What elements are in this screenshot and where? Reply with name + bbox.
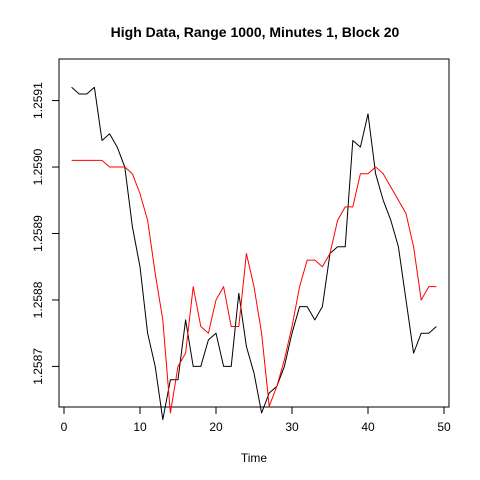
- x-tick-label: 40: [361, 420, 375, 434]
- x-tick-label: 50: [437, 420, 451, 434]
- plot-frame: [58, 58, 450, 408]
- x-axis-label: Time: [241, 451, 268, 465]
- x-axis: 0 10 20 30 40 50: [61, 406, 451, 434]
- series-line-red: [71, 159, 437, 414]
- y-tick-label: 1.2588: [31, 281, 45, 318]
- y-tick-label: 1.2589: [31, 215, 45, 252]
- x-tick-label: 0: [61, 420, 68, 434]
- series-line-black: [71, 86, 437, 421]
- y-tick-label: 1.2590: [31, 148, 45, 185]
- x-tick-label: 30: [285, 420, 299, 434]
- chart-title: High Data, Range 1000, Minutes 1, Block …: [111, 24, 400, 40]
- x-tick-label: 20: [209, 420, 223, 434]
- y-tick-label: 1.2591: [31, 82, 45, 119]
- x-tick-label: 10: [133, 420, 147, 434]
- series-layer: [71, 86, 437, 421]
- y-tick-label: 1.2587: [31, 348, 45, 385]
- y-axis: 1.2587 1.2588 1.2589 1.2590 1.2591: [31, 82, 60, 385]
